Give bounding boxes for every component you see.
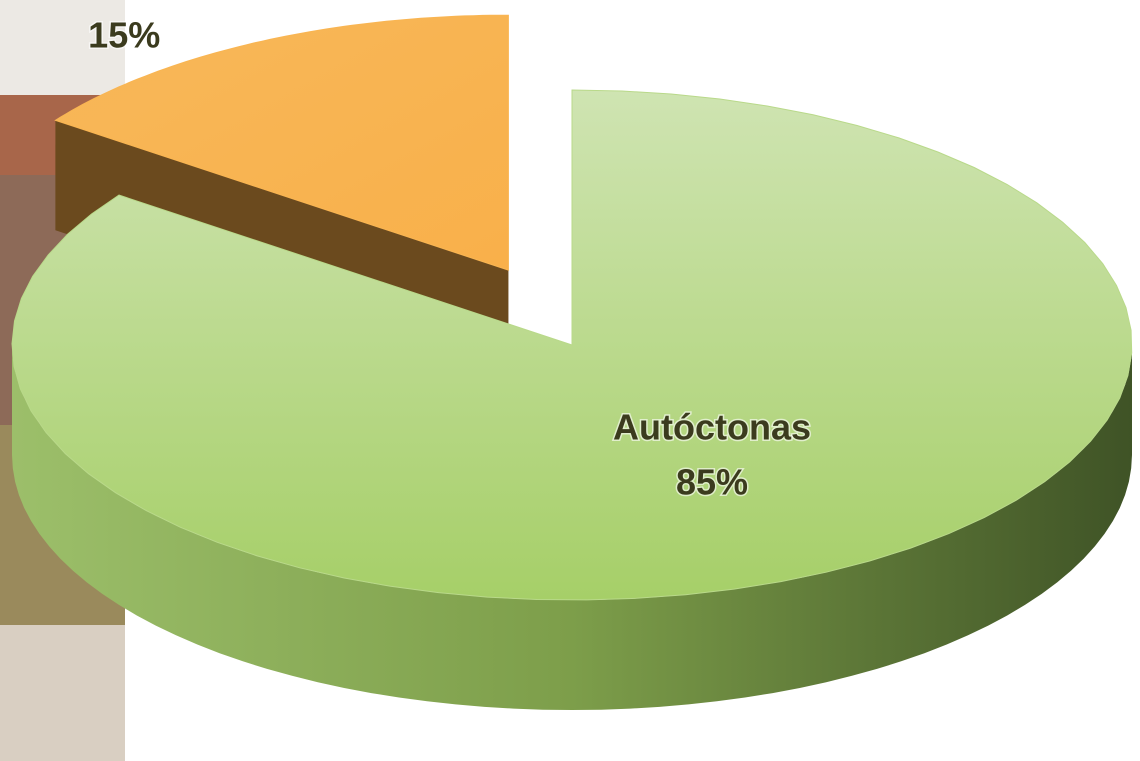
slice-side [12, 345, 1132, 710]
slice-value-label: 85% [676, 462, 748, 503]
pie: Autóctonas 85% 15% [11, 13, 1133, 710]
slice-top [11, 89, 1133, 601]
slice-top [54, 14, 509, 271]
slice-category-label: Autóctonas [613, 407, 811, 448]
slice [11, 89, 1133, 710]
slice-value-label: 15% [88, 14, 160, 55]
